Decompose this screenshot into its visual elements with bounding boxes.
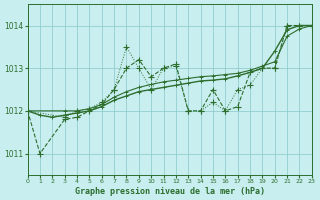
X-axis label: Graphe pression niveau de la mer (hPa): Graphe pression niveau de la mer (hPa) (75, 187, 265, 196)
